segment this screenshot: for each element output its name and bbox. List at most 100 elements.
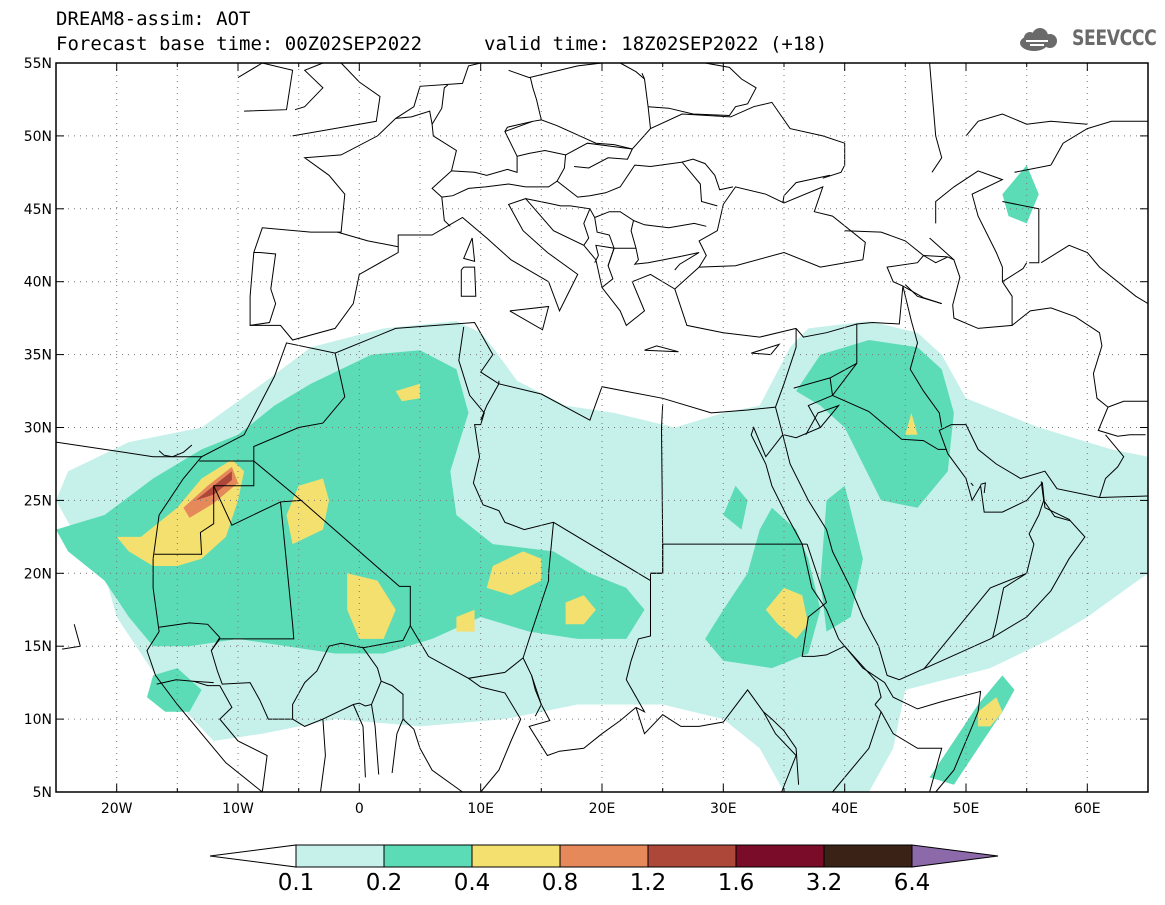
border-line-64 [395,110,457,227]
lat-label: 10N [24,712,52,728]
lon-label: 10W [222,801,254,817]
aot-area-level-2-6 [1002,165,1039,224]
border-line-9 [460,266,477,297]
border-line-21 [253,352,346,461]
border-line-0 [55,321,797,458]
border-line-37 [371,704,380,775]
border-line-94 [980,482,986,494]
axis-ticks [55,62,1149,793]
border-line-14 [698,186,866,268]
border-line-86 [904,284,942,305]
border-line-83 [844,230,924,256]
border-line-63 [337,231,399,248]
border-line-88 [1050,120,1148,166]
aot-area-level-3-1 [286,478,329,545]
aot-area-level-2-5 [929,675,1015,785]
aot-area-level-2-1 [147,668,202,712]
border-line-15 [929,170,1013,329]
cloud-icon [1020,28,1057,51]
border-line-44 [763,711,800,785]
border-line-49 [783,377,834,439]
border-line-58 [805,404,841,436]
lon-label: 60E [1074,801,1101,817]
border-line-62 [250,252,277,326]
border-line-85 [923,255,949,264]
border-line-81 [648,62,757,117]
aot-area-level-2-3 [796,340,954,508]
lat-label: 45N [24,202,52,218]
border-line-75 [529,73,652,150]
border-line-73 [594,244,615,266]
border-line-56 [1107,400,1148,408]
map-title: DREAM8-assim: AOT [56,8,251,30]
lat-label: 55N [24,56,52,72]
aot-area-level-3-6 [765,587,809,639]
border-line-26 [660,404,808,545]
lat-label: 40N [24,275,52,291]
colorbar-box-6 [823,844,913,868]
border-line-95 [970,482,974,487]
border-line-33 [156,679,214,685]
border-line-28 [522,522,637,757]
aot-area-level-3-8 [395,383,420,402]
border-line-84 [947,256,955,261]
border-line-68 [525,161,718,207]
border-line-69 [525,198,615,288]
border-line-80 [681,158,734,191]
border-line-19 [154,460,255,555]
lat-label: 35N [24,348,52,364]
border-line-13 [751,343,781,356]
colorbar: 0.1 0.2 0.4 0.8 1.2 1.6 3.2 6.4 [209,844,999,896]
border-line-82 [619,62,645,80]
border-line-35 [320,719,326,793]
border-line-1 [152,456,202,559]
border-line-54 [1002,262,1028,283]
border-line-41 [635,689,797,793]
aot-area-level-3-5 [456,609,475,632]
border-line-16 [750,406,982,793]
lon-label: 20E [589,801,616,817]
border-line-23 [213,485,281,526]
border-line-6 [237,62,294,112]
colorbar-label: 0.8 [542,870,579,896]
lon-label: 40E [831,801,858,817]
border-line-79 [650,101,846,179]
border-line-3 [674,251,863,338]
border-line-60 [992,622,997,638]
aot-area-level-3-2 [347,573,396,639]
colorbar-label: 0.2 [366,870,403,896]
colorbar-label: 0.1 [278,870,315,896]
border-line-12 [644,345,679,353]
longitude-labels: 20W 10W 0 10E 20E 30E 40E 50E 60E [101,801,1101,817]
border-line-91 [1014,164,1051,173]
lon-label: 0 [355,801,364,817]
colorbar-box-3 [559,844,649,868]
aot-area-level-2-7 [723,485,748,530]
colorbar-box-4 [647,844,737,868]
border-line-2 [146,558,263,793]
lat-label: 25N [24,493,52,509]
border-line-10 [463,237,476,262]
border-line-57 [1099,434,1125,498]
aot-field [56,165,1148,792]
border-line-71 [594,211,700,271]
colorbar-label: 0.4 [454,870,491,896]
lon-label: 50E [953,801,980,817]
border-line-52 [1002,201,1040,264]
colorbar-label: 3.2 [806,870,843,896]
country-borders [55,62,1149,793]
colorbar-over-arrow [911,844,999,868]
lat-label: 20N [24,566,52,582]
border-line-40 [531,675,542,717]
border-line-77 [504,120,533,157]
colorbar-box-2 [471,844,561,868]
border-line-67 [441,183,526,198]
colorbar-label: 1.6 [718,870,755,896]
lat-label: 5N [33,785,52,801]
border-line-92 [158,444,193,458]
border-line-17 [782,424,1149,681]
border-line-47 [795,254,948,338]
colorbar-under-arrow [209,844,297,868]
border-line-96 [782,174,831,204]
border-line-76 [504,119,542,132]
